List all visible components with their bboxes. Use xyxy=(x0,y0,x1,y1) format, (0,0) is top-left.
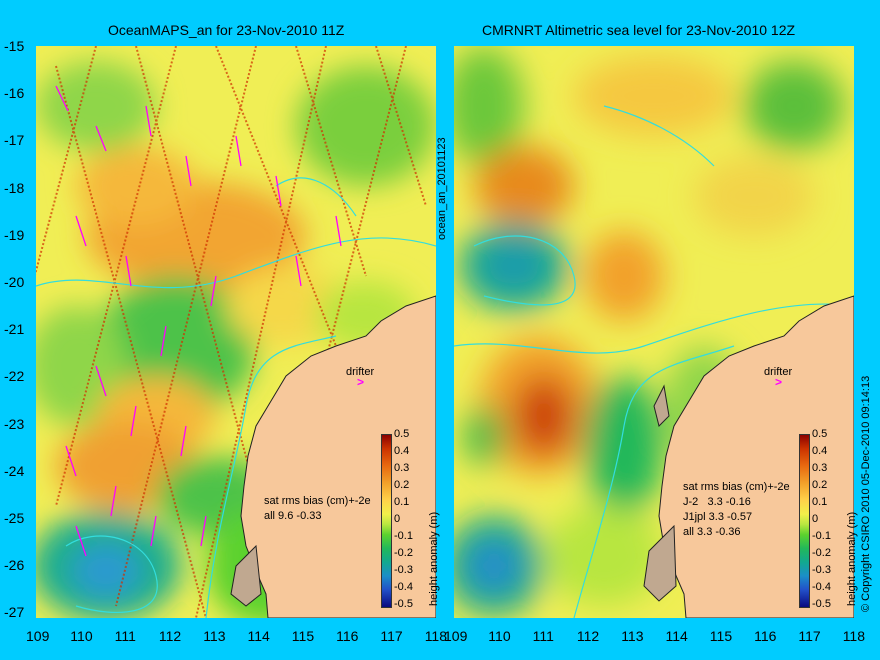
left-stats-box: sat rms bias (cm)+-2e all 9.6 -0.33 xyxy=(264,495,371,522)
colorbar-tick-label: -0.5 xyxy=(394,598,413,610)
y-tick-label: -23 xyxy=(4,415,25,432)
right-colorbar-label: height anomaly (m) xyxy=(846,511,858,606)
y-tick-label: -22 xyxy=(4,368,25,385)
left-drifter-label: drifter xyxy=(346,366,375,378)
x-tick-label: 118 xyxy=(842,628,866,644)
right-map-image xyxy=(454,46,854,618)
left-colorbar xyxy=(381,434,392,608)
y-tick-label: -17 xyxy=(4,132,25,149)
right-drifter-arrow-icon: > xyxy=(775,375,783,389)
colorbar-tick-label: -0.4 xyxy=(394,581,413,593)
left-map-side-label: ocean_an_20101123 xyxy=(436,137,448,240)
y-tick-label: -26 xyxy=(4,557,25,574)
colorbar-tick-label: 0.5 xyxy=(812,428,828,440)
colorbar-tick-label: 0.2 xyxy=(394,479,410,491)
x-tick-label: 111 xyxy=(114,628,136,644)
y-tick-label: -15 xyxy=(4,38,25,54)
x-tick-label: 115 xyxy=(709,628,733,644)
x-tick-label: 113 xyxy=(203,628,226,644)
colorbar-tick-label: -0.4 xyxy=(812,581,831,593)
colorbar-tick-label: 0.2 xyxy=(812,479,828,491)
right-map-panel xyxy=(454,46,854,618)
x-tick-label: 113 xyxy=(621,628,644,644)
colorbar-tick-label: -0.3 xyxy=(812,564,831,576)
y-tick-label: -16 xyxy=(4,85,25,102)
colorbar-tick-label: -0.2 xyxy=(812,547,831,559)
colorbar-tick-label: -0.2 xyxy=(394,547,413,559)
left-colorbar-label: height anomaly (m) xyxy=(428,511,440,606)
colorbar-tick-label: -0.1 xyxy=(812,530,831,542)
y-tick-label: -18 xyxy=(4,179,25,196)
colorbar-tick-label: 0.1 xyxy=(812,496,828,508)
x-tick-label: 110 xyxy=(488,628,511,644)
x-tick-label: 114 xyxy=(247,628,270,644)
colorbar-tick-label: -0.3 xyxy=(394,564,413,576)
left-map-image xyxy=(36,46,436,618)
x-tick-label: 116 xyxy=(754,628,777,644)
y-tick-label: -21 xyxy=(4,321,25,338)
x-tick-label: 112 xyxy=(158,628,182,644)
x-tick-label: 111 xyxy=(532,628,554,644)
colorbar-tick-label: 0.1 xyxy=(394,496,410,508)
x-tick-label: 109 xyxy=(444,628,468,644)
x-tick-label: 117 xyxy=(798,628,821,644)
right-drifter-label: drifter xyxy=(764,366,793,378)
right-map-title: CMRNRT Altimetric sea level for 23-Nov-2… xyxy=(482,22,796,38)
x-tick-label: 118 xyxy=(424,628,448,644)
y-tick-label: -27 xyxy=(4,604,25,621)
x-tick-label: 112 xyxy=(576,628,600,644)
colorbar-tick-label: 0.3 xyxy=(394,462,410,474)
colorbar-tick-label: 0.4 xyxy=(812,445,828,457)
left-map-title: OceanMAPS_an for 23-Nov-2010 11Z xyxy=(108,22,345,38)
y-tick-label: -24 xyxy=(4,462,25,479)
y-tick-label: -25 xyxy=(4,510,25,526)
x-tick-label: 109 xyxy=(26,628,50,644)
x-tick-label: 116 xyxy=(336,628,359,644)
right-stats-box: sat rms bias (cm)+-2e J-2 3.3 -0.16 J1jp… xyxy=(683,481,790,538)
colorbar-tick-label: 0.5 xyxy=(394,428,410,440)
colorbar-tick-label: 0 xyxy=(812,513,819,525)
copyright-label: © Copyright CSIRO 2010 05-Dec-2010 09:14… xyxy=(860,375,872,612)
x-tick-label: 115 xyxy=(291,628,315,644)
colorbar-tick-label: -0.1 xyxy=(394,530,413,542)
left-drifter-arrow-icon: > xyxy=(357,375,365,389)
colorbar-tick-label: 0 xyxy=(394,513,401,525)
y-tick-label: -19 xyxy=(4,226,25,243)
right-colorbar xyxy=(799,434,810,608)
y-tick-label: -20 xyxy=(4,274,25,290)
x-tick-label: 110 xyxy=(70,628,93,644)
x-tick-label: 117 xyxy=(380,628,403,644)
left-map-panel xyxy=(36,46,436,618)
colorbar-tick-label: -0.5 xyxy=(812,598,831,610)
colorbar-tick-label: 0.4 xyxy=(394,445,410,457)
colorbar-tick-label: 0.3 xyxy=(812,462,828,474)
x-tick-label: 114 xyxy=(665,628,688,644)
